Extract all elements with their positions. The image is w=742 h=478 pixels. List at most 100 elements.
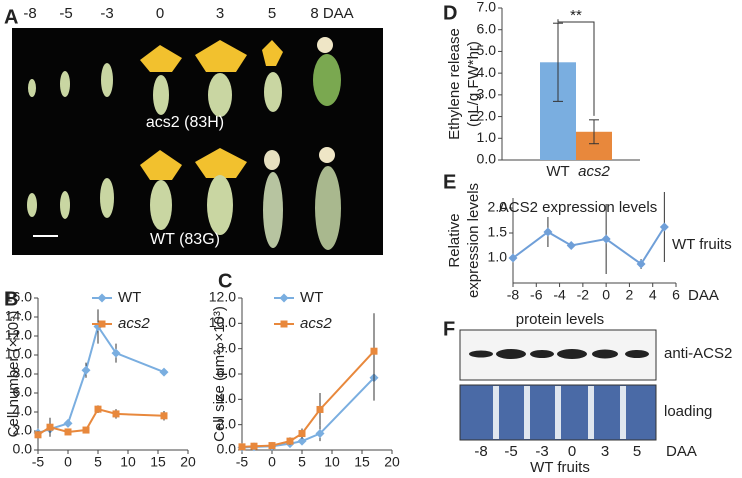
x-tick-label: 0 [602, 287, 610, 303]
marker [601, 234, 611, 244]
y-tick-label: 10.0 [5, 346, 32, 362]
marker [160, 412, 168, 420]
annotation: ** [570, 7, 582, 24]
y-tick-label: 4.0 [13, 403, 33, 419]
marker [97, 293, 107, 303]
y-tick-label: 5.0 [477, 42, 497, 58]
lane-unit: DAA [666, 443, 697, 460]
marker [63, 418, 73, 428]
y-tick-label: 1.0 [488, 249, 508, 265]
marker [316, 405, 324, 413]
blot-xlabel: WT fruits [530, 459, 590, 476]
y-tick-label: 12.0 [209, 289, 236, 305]
marker [297, 436, 307, 446]
y-tick-label: 0.0 [217, 441, 237, 457]
x-tick-label: 15 [150, 454, 166, 470]
marker [286, 437, 294, 445]
x-tick-label: acs2 [578, 163, 610, 180]
x-tick-label: 5 [94, 454, 102, 470]
marker [98, 320, 106, 328]
marker [508, 253, 518, 263]
row-label: loading [664, 403, 712, 420]
legend-label: WT fruits [672, 236, 732, 253]
x-tick-label: -8 [507, 287, 520, 303]
y-tick-label: 8.0 [13, 365, 33, 381]
lane-label: 5 [633, 443, 641, 460]
x-tick-label: 6 [672, 287, 680, 303]
y-tick-label: 3.0 [477, 86, 497, 102]
y-tick-label: 8.0 [217, 339, 237, 355]
x-tick-label: 20 [384, 454, 400, 470]
marker [315, 429, 325, 439]
y-tick-label: 4.0 [217, 390, 237, 406]
marker [636, 259, 646, 269]
marker [34, 431, 42, 439]
x-tick-label: 10 [324, 454, 340, 470]
y-axis-label: Cell number (×10⁵) [5, 311, 22, 438]
blot-bands [469, 349, 649, 359]
y-tick-label: 0.0 [477, 151, 497, 167]
y-tick-label: 2.0 [488, 199, 508, 215]
marker [298, 430, 306, 438]
y-tick-label: 4.0 [477, 64, 497, 80]
panel-letter: F [443, 318, 455, 340]
y-tick-label: 6.0 [217, 365, 237, 381]
marker [82, 426, 90, 434]
series-line [512, 226, 666, 266]
chart-title: ACS2 expression levels [499, 199, 657, 216]
y-axis-label: Ethylene release [446, 28, 463, 140]
y-tick-label: 14.0 [5, 308, 32, 324]
y-tick-label: 16.0 [5, 289, 32, 305]
marker [268, 442, 276, 450]
y-axis-label: expression levels [465, 183, 482, 298]
lane-label: 3 [601, 443, 609, 460]
y-tick-label: 6.0 [13, 384, 33, 400]
legend-label: WT [300, 289, 323, 306]
x-tick-label: 4 [649, 287, 657, 303]
y-axis-label: Cell size (μm², ×10³) [211, 306, 228, 442]
plant-specimens [27, 37, 341, 250]
series-line [37, 407, 165, 436]
x-tick-label: 0 [268, 454, 276, 470]
y-tick-label: 2.0 [13, 422, 33, 438]
y-tick-label: 0.0 [13, 441, 33, 457]
marker [46, 423, 54, 431]
marker [81, 365, 91, 375]
x-tick-label: -5 [32, 454, 45, 470]
marker [159, 367, 169, 377]
stage-label: -5 [59, 5, 72, 22]
marker [543, 227, 553, 237]
significance-bracket [557, 19, 595, 116]
x-tick-label: 2 [626, 287, 634, 303]
marker [111, 348, 121, 358]
stage-label: 8 DAA [310, 5, 353, 22]
marker [238, 443, 246, 451]
series-line [241, 377, 375, 449]
lane-label: -8 [474, 443, 487, 460]
marker [94, 405, 102, 413]
marker [250, 442, 258, 450]
marker [64, 428, 72, 436]
marker [280, 320, 288, 328]
mutant-label: acs2 (83H) [146, 114, 224, 131]
x-tick-label: 5 [298, 454, 306, 470]
y-tick-label: 1.0 [477, 129, 497, 145]
y-tick-label: 12.0 [5, 327, 32, 343]
marker [566, 241, 576, 250]
y-tick-label: 6.0 [477, 20, 497, 36]
y-tick-label: 1.5 [488, 224, 508, 240]
x-tick-label: -5 [236, 454, 249, 470]
x-tick-label: 15 [354, 454, 370, 470]
x-tick-label: -2 [577, 287, 590, 303]
blot-title: protein levels [516, 311, 604, 328]
y-tick-label: 2.0 [477, 107, 497, 123]
x-tick-label: 0 [64, 454, 72, 470]
wt-label: WT (83G) [150, 231, 220, 248]
legend-label: acs2 [300, 315, 332, 332]
panel-letter: B [4, 288, 18, 310]
legend-label: WT [118, 289, 141, 306]
marker [279, 293, 289, 303]
x-tick-label: -4 [553, 287, 566, 303]
x-axis-label: DAA [688, 287, 719, 304]
